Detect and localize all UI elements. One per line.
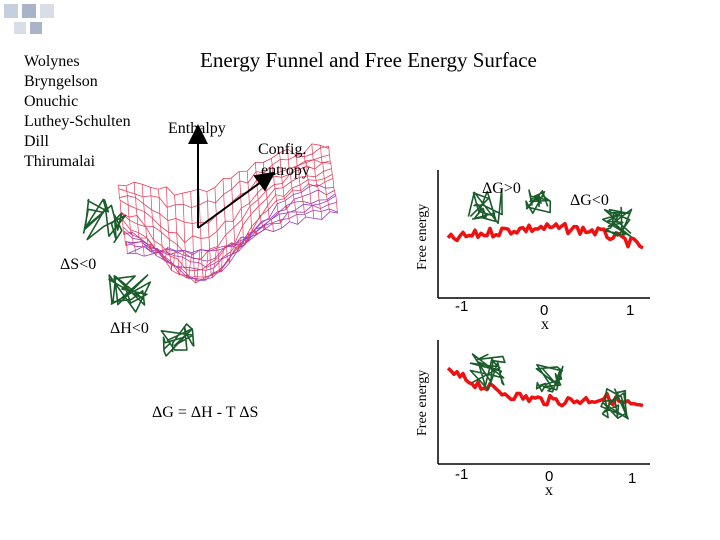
author-name: Bryngelson [24, 73, 98, 90]
mesh-line [158, 189, 169, 262]
corner-decoration [4, 4, 54, 34]
author-name: Wolynes [24, 53, 80, 70]
bottom-plot-tick-label: 1 [628, 470, 637, 487]
enthalpy-label: Enthalpy [168, 120, 226, 137]
protein-chain [525, 189, 552, 215]
mesh-line [327, 145, 339, 214]
protein-chain [82, 198, 127, 244]
mesh-line [311, 143, 323, 220]
bottom-plot-xlabel: x [545, 482, 553, 499]
top-plot-tick-label: 1 [626, 302, 635, 319]
protein-chain [600, 388, 629, 420]
mesh-line [246, 171, 258, 236]
mesh-line [133, 182, 145, 257]
author-name: Dill [24, 133, 49, 150]
mesh-line [198, 189, 210, 282]
top-plot-tick-label: 0 [540, 302, 549, 319]
top-plot-tick-label: -1 [455, 298, 469, 315]
protein-chain [108, 274, 152, 313]
mesh-line [149, 187, 161, 256]
mesh-line [319, 145, 331, 212]
author-name: Thirumalai [24, 153, 96, 170]
protein-chains [82, 188, 633, 420]
mesh-line [222, 178, 234, 264]
gibbs-equation: ΔG = ΔH - T ΔS [152, 404, 259, 421]
entropy-label-line1: Config. [258, 141, 307, 158]
author-list: Wolynes Bryngelson Onuchic Luthey-Schult… [24, 52, 131, 172]
mesh-line [166, 186, 177, 271]
mesh-line [303, 153, 315, 219]
entropy-arrow [197, 171, 276, 229]
mesh-line [214, 187, 226, 273]
protein-chain [535, 364, 564, 393]
mesh-line [182, 193, 193, 280]
protein-chain [469, 353, 506, 391]
author-name: Onuchic [24, 93, 79, 110]
top-plot-annotation-left: ΔG>0 [482, 180, 521, 197]
mesh-line [287, 149, 298, 225]
mesh-line [174, 195, 185, 276]
mesh-line [206, 191, 218, 278]
protein-chain [467, 188, 503, 225]
page-title: Energy Funnel and Free Energy Surface [200, 48, 537, 72]
bottom-plot [437, 340, 650, 465]
top-plot-xlabel: x [541, 316, 549, 333]
entropy-label-line2: entropy [261, 162, 310, 179]
bottom-plot-ylabel: Free energy [415, 369, 430, 436]
mesh-line [125, 185, 137, 254]
delta-h-label: ΔH<0 [110, 320, 149, 337]
author-name: Luthey-Schulten [24, 113, 131, 130]
bottom-plot-tick-label: -1 [455, 466, 469, 483]
top-free-energy-curve [446, 221, 644, 250]
bottom-plot-tick-label: 0 [545, 468, 554, 485]
mesh-line [279, 152, 290, 222]
mesh-line [238, 171, 250, 246]
top-plot-ylabel: Free energy [415, 203, 430, 270]
mesh-line [124, 189, 335, 281]
delta-s-label: ΔS<0 [60, 256, 97, 273]
top-plot [437, 170, 650, 299]
mesh-line [117, 184, 129, 255]
mesh-line [141, 184, 153, 255]
mesh-line [190, 191, 201, 284]
protein-chain [160, 323, 195, 357]
mesh-line [295, 154, 307, 217]
top-plot-annotation-right: ΔG<0 [570, 192, 609, 209]
protein-chain [602, 206, 633, 238]
energy-funnel-surface [117, 143, 339, 284]
mesh-line [230, 178, 242, 253]
